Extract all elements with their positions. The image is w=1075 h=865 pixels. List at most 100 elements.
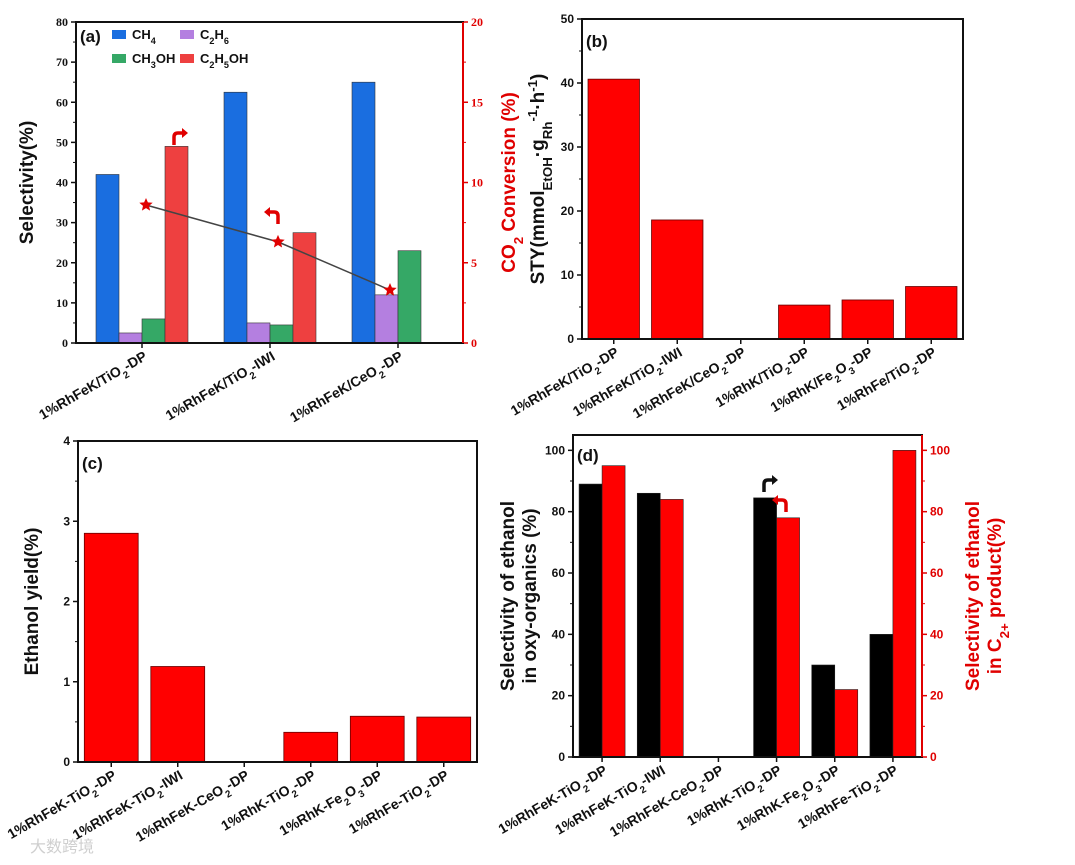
- right-axis-arrow-icon: [270, 210, 280, 224]
- left-tick-label: 30: [56, 216, 68, 230]
- left-tick-label: 1: [63, 675, 70, 689]
- bar-3-0: [164, 146, 189, 344]
- bar-5: [416, 716, 472, 763]
- arrow-head: [772, 475, 778, 485]
- panel-label: (c): [82, 454, 103, 473]
- left-tick-label: 50: [56, 135, 68, 149]
- legend-label: CH3OH: [132, 51, 175, 70]
- bar-0: [83, 532, 139, 763]
- right-tick-label: 60: [930, 566, 944, 580]
- right-tick-label: 10: [471, 176, 483, 190]
- legend-swatch: [112, 30, 126, 39]
- bar-0-0: [95, 174, 120, 344]
- bar-4: [841, 299, 894, 340]
- bar-3: [283, 731, 339, 763]
- arrow-head: [182, 128, 188, 138]
- left-tick-label: 20: [552, 689, 566, 703]
- axis-title: Ethanol yield(%): [22, 528, 43, 676]
- right-tick-label: 0: [471, 336, 477, 350]
- right-tick-label: 40: [930, 627, 944, 641]
- axis-title: Selectivity of ethanol: [963, 501, 984, 691]
- panel-d: 0 20 40 60 80 100 0 20 40 60 80 100 Selectivity of e…: [495, 434, 1012, 840]
- x-tick-label: 1%RhFeK/CeO2-DP: [287, 348, 408, 430]
- bar-3: [778, 304, 831, 340]
- bar-1: [651, 219, 704, 340]
- axis-title: CO2 Conversion (%): [499, 92, 526, 273]
- x-tick-label: 1%RhFeK/TiO2-DP: [36, 348, 152, 428]
- axis-title: Selectivity of ethanol: [498, 501, 519, 691]
- panel-b: 01020304050STY(mmolEtOH·gRh-1·h-1)1%RhFe…: [508, 12, 964, 421]
- legend-label: C2H6: [200, 27, 229, 46]
- legend-label: C2H5OH: [200, 51, 248, 70]
- plot-frame: [77, 440, 478, 763]
- left-tick-label: 30: [561, 140, 575, 154]
- bar-1-0: [601, 465, 626, 758]
- bar-0: [587, 78, 640, 340]
- axis-title: STY(mmolEtOH·gRh-1·h-1): [525, 74, 555, 285]
- panel-c: 0 1 2 3 4 Ethanol yield(%) 1%RhFeK-TiO2-DP1%Rh…: [5, 434, 478, 850]
- bar-0-5: [869, 634, 894, 758]
- left-tick-label: 0: [62, 336, 68, 350]
- bar-1-1: [246, 322, 271, 344]
- left-tick-label: 0: [558, 750, 565, 764]
- bar-1-1: [659, 499, 684, 758]
- x-tick-label: 1%RhFeK-CeO2-DP: [133, 767, 255, 850]
- legend-swatch: [180, 54, 194, 63]
- x-tick-label: 1%RhFeK-TiO2-IWI: [70, 767, 188, 848]
- right-tick-label: 20: [471, 15, 483, 29]
- bar-2-2: [397, 250, 422, 344]
- conversion-star-marker: [139, 198, 153, 211]
- x-tick-label: 1%RhFeK-TiO2-DP: [5, 767, 122, 847]
- left-tick-label: 60: [56, 95, 68, 109]
- bar-0-0: [578, 483, 603, 758]
- panel-label: (d): [577, 446, 599, 465]
- legend-swatch: [180, 30, 194, 39]
- left-tick-label: 40: [552, 627, 566, 641]
- right-axis-arrow-icon: [778, 498, 788, 512]
- arrow-head: [772, 495, 778, 505]
- bar-0-1: [223, 91, 248, 344]
- x-tick-label: 1%RhFe-TiO2-DP: [795, 762, 903, 837]
- left-tick-label: 2: [63, 595, 70, 609]
- axis-title: in C2+ product(%): [985, 518, 1012, 675]
- bar-2-0: [141, 318, 166, 344]
- panel-label: (a): [80, 27, 101, 46]
- right-tick-label: 20: [930, 689, 944, 703]
- left-tick-label: 40: [56, 176, 68, 190]
- bar-0-4: [811, 664, 836, 758]
- bar-1-3: [776, 517, 800, 758]
- bar-1: [150, 666, 206, 763]
- plot-frame: [581, 18, 964, 340]
- right-tick-label: 80: [930, 505, 944, 519]
- arrow-head: [264, 207, 270, 217]
- bar-2-1: [269, 324, 294, 344]
- left-tick-label: 10: [561, 268, 575, 282]
- left-tick-label: 60: [552, 566, 566, 580]
- left-tick-label: 50: [561, 12, 575, 26]
- legend-swatch: [112, 54, 126, 63]
- left-tick-label: 20: [561, 204, 575, 218]
- right-tick-label: 15: [471, 95, 483, 109]
- left-tick-label: 40: [561, 76, 575, 90]
- panel-a: 0 10 20 30 40 50 60 70 80 0 5 10 15 20 Selectivity(%) C…: [17, 15, 526, 430]
- bar-1-5: [892, 450, 917, 758]
- x-tick-label: 1%RhFeK/TiO2-IWI: [163, 348, 281, 428]
- bar-4: [349, 715, 405, 763]
- left-axis-arrow-icon: [172, 131, 182, 145]
- legend-label: CH4: [132, 27, 157, 46]
- left-tick-label: 100: [545, 443, 565, 457]
- axis-title: in oxy-organics (%): [520, 508, 541, 683]
- conversion-star-marker: [271, 234, 285, 248]
- left-tick-label: 10: [56, 296, 68, 310]
- bar-5: [905, 286, 958, 340]
- bar-0-3: [753, 497, 777, 758]
- right-tick-label: 100: [930, 443, 950, 457]
- left-tick-label: 80: [56, 15, 68, 29]
- bar-1-4: [834, 689, 859, 758]
- conversion-star-marker: [383, 283, 397, 296]
- left-tick-label: 0: [63, 755, 70, 769]
- left-tick-label: 70: [56, 55, 68, 69]
- axis-title: Selectivity(%): [17, 121, 38, 245]
- left-tick-label: 3: [63, 514, 70, 528]
